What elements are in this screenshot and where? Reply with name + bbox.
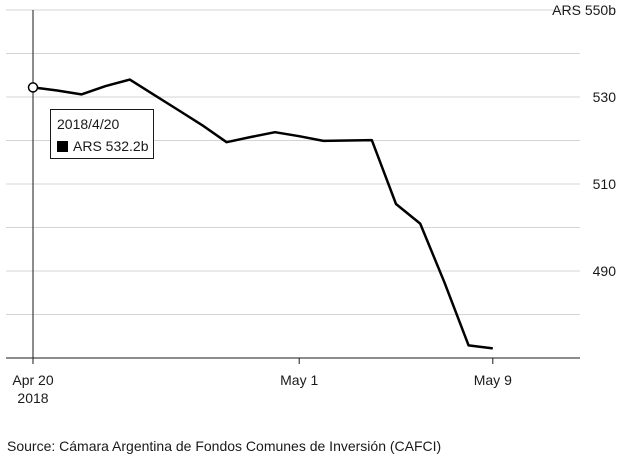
x-tick-label: May 9	[474, 372, 512, 388]
line-chart: 490 510 530 ARS 550b Apr 20 2018 May 1 May 9	[6, 2, 616, 406]
hover-point-marker	[27, 82, 39, 93]
x-tick-label: Apr 20	[12, 372, 53, 388]
tooltip-date: 2018/4/20	[57, 116, 120, 132]
x-axis-ticks: Apr 20 2018 May 1 May 9	[12, 358, 512, 406]
y-tick-label: ARS 550b	[552, 2, 616, 18]
y-axis-labels: 490 510 530 ARS 550b	[552, 2, 616, 279]
series-line	[32, 78, 493, 350]
y-tick-label: 530	[593, 89, 617, 105]
x-tick-sublabel: 2018	[17, 390, 48, 406]
source-note: Source: Cámara Argentina de Fondos Comun…	[7, 438, 442, 454]
y-tick-label: 510	[593, 176, 617, 192]
tooltip-series-swatch	[57, 141, 68, 152]
grid-lines	[6, 9, 580, 315]
y-tick-label: 490	[593, 263, 617, 279]
tooltip-value: ARS 532.2b	[73, 138, 149, 154]
x-tick-label: May 1	[280, 372, 318, 388]
tooltip: 2018/4/20 ARS 532.2b	[50, 109, 154, 159]
